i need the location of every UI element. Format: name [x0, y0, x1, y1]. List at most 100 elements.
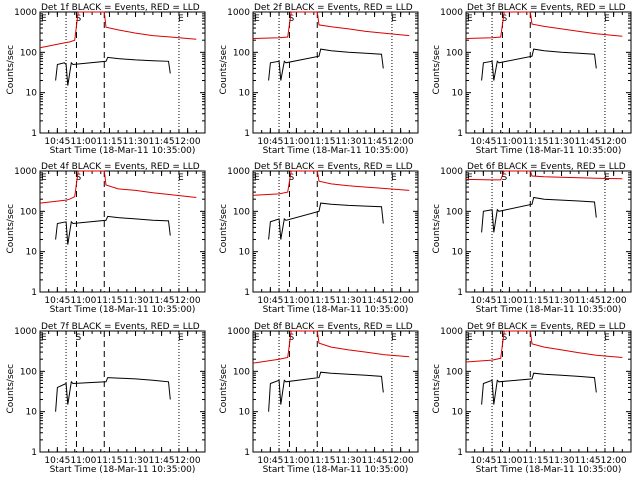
x-tick-label: 11:45: [362, 456, 388, 466]
y-tick-label: 10: [26, 89, 38, 99]
series-events-black: [268, 371, 384, 412]
y-tick-label: 1: [244, 448, 250, 458]
chart-title: Det 6f BLACK = Events, RED = LLD: [467, 162, 626, 172]
marker-label-e: E: [254, 173, 260, 183]
x-tick-label: 10:45: [257, 456, 283, 466]
y-tick-label: 1000: [14, 167, 37, 177]
marker-label-s: S: [501, 333, 507, 343]
x-axis-label: Start Time (18-Mar-11 10:35:00): [50, 465, 196, 475]
marker-label-e: E: [467, 333, 473, 343]
x-tick-label: 11:15: [310, 137, 336, 147]
x-tick-label: 10:45: [470, 137, 496, 147]
y-tick-label: 1: [244, 288, 250, 298]
marker-label-s: S: [501, 14, 507, 24]
plot-frame: [252, 170, 419, 293]
series-events-black: [55, 215, 171, 245]
x-axis-label: Start Time (18-Mar-11 10:35:00): [476, 465, 622, 475]
marker-label-s: S: [288, 173, 294, 183]
x-tick-label: 11:15: [310, 296, 336, 306]
y-tick-label: 1: [244, 129, 250, 139]
y-tick-label: 10: [452, 89, 464, 99]
y-axis-label: Counts/sec: [6, 204, 16, 254]
x-tick-label: 11:30: [549, 456, 575, 466]
y-tick-label: 1000: [14, 327, 37, 337]
marker-label-e: E: [391, 14, 397, 24]
y-tick-label: 100: [446, 207, 463, 217]
y-tick-label: 1: [31, 288, 37, 298]
series-events-black: [481, 196, 597, 233]
marker-label-e: E: [467, 14, 473, 24]
series-lld-red: [252, 170, 410, 196]
x-tick-label: 11:30: [123, 296, 149, 306]
y-axis-label: Counts/sec: [432, 204, 442, 254]
y-tick-label: 1: [31, 129, 37, 139]
x-tick-label: 12:00: [388, 296, 414, 306]
chart-title: Det 4f BLACK = Events, RED = LLD: [41, 162, 200, 172]
y-tick-label: 1000: [227, 8, 250, 18]
x-tick-label: 11:45: [149, 456, 175, 466]
series-events-black: [481, 372, 597, 405]
x-tick-label: 12:00: [388, 456, 414, 466]
y-tick-label: 100: [20, 367, 37, 377]
series-lld-red: [252, 11, 410, 39]
plot-frame: [39, 170, 206, 293]
y-axis-label: Counts/sec: [432, 364, 442, 414]
y-tick-label: 1000: [227, 327, 250, 337]
chart-panel-9: Det 9f BLACK = Events, RED = LLD Counts/s…: [432, 322, 632, 475]
x-tick-label: 12:00: [601, 296, 627, 306]
y-axis-label: Counts/sec: [219, 364, 229, 414]
series-events-black: [481, 48, 597, 81]
marker-label-e: E: [604, 333, 610, 343]
x-tick-label: 11:15: [97, 296, 123, 306]
marker-label-e: E: [391, 173, 397, 183]
x-axis-label: Start Time (18-Mar-11 10:35:00): [263, 305, 409, 315]
series-lld-red: [465, 170, 623, 181]
chart-title: Det 2f BLACK = Events, RED = LLD: [254, 3, 413, 13]
x-tick-label: 11:45: [575, 296, 601, 306]
marker-label-s: S: [75, 333, 81, 343]
x-tick-label: 11:00: [496, 456, 522, 466]
x-tick-label: 11:00: [496, 296, 522, 306]
y-tick-label: 10: [239, 248, 251, 258]
y-tick-label: 1: [457, 288, 463, 298]
x-tick-label: 11:45: [149, 296, 175, 306]
chart-title: Det 7f BLACK = Events, RED = LLD: [41, 322, 200, 332]
series-lld-red: [465, 330, 623, 363]
x-axis-label: Start Time (18-Mar-11 10:35:00): [50, 146, 196, 156]
x-tick-label: 10:45: [44, 296, 70, 306]
chart-panel-3: Det 3f BLACK = Events, RED = LLD Counts/s…: [432, 3, 632, 156]
x-tick-label: 10:45: [470, 456, 496, 466]
marker-label-s: S: [501, 173, 507, 183]
x-tick-label: 11:15: [97, 456, 123, 466]
x-tick-label: 11:30: [123, 137, 149, 147]
marker-label-e: E: [604, 14, 610, 24]
x-axis-label: Start Time (18-Mar-11 10:35:00): [476, 305, 622, 315]
chart-title: Det 5f BLACK = Events, RED = LLD: [254, 162, 413, 172]
x-tick-label: 11:30: [336, 456, 362, 466]
x-tick-label: 10:45: [470, 296, 496, 306]
x-tick-label: 11:30: [123, 456, 149, 466]
y-tick-label: 1000: [440, 327, 463, 337]
series-lld-red: [39, 11, 197, 49]
x-tick-label: 12:00: [175, 456, 201, 466]
x-tick-label: 11:15: [310, 456, 336, 466]
x-tick-label: 11:30: [336, 296, 362, 306]
y-tick-label: 10: [239, 408, 251, 418]
y-tick-label: 10: [26, 248, 38, 258]
series-lld-red: [252, 330, 410, 364]
chart-panel-5: Det 5f BLACK = Events, RED = LLD Counts/s…: [219, 162, 419, 315]
marker-label-e: E: [467, 173, 473, 183]
marker-label-e: E: [41, 173, 47, 183]
plot-frame: [252, 11, 419, 134]
x-tick-label: 11:15: [523, 137, 549, 147]
y-tick-label: 100: [20, 207, 37, 217]
series-events-black: [268, 202, 384, 240]
y-axis-label: Counts/sec: [219, 204, 229, 254]
marker-label-e: E: [178, 333, 184, 343]
x-tick-label: 10:45: [44, 137, 70, 147]
y-tick-label: 100: [446, 367, 463, 377]
y-tick-label: 1000: [14, 8, 37, 18]
x-tick-label: 11:15: [523, 456, 549, 466]
series-lld-red: [39, 170, 197, 204]
